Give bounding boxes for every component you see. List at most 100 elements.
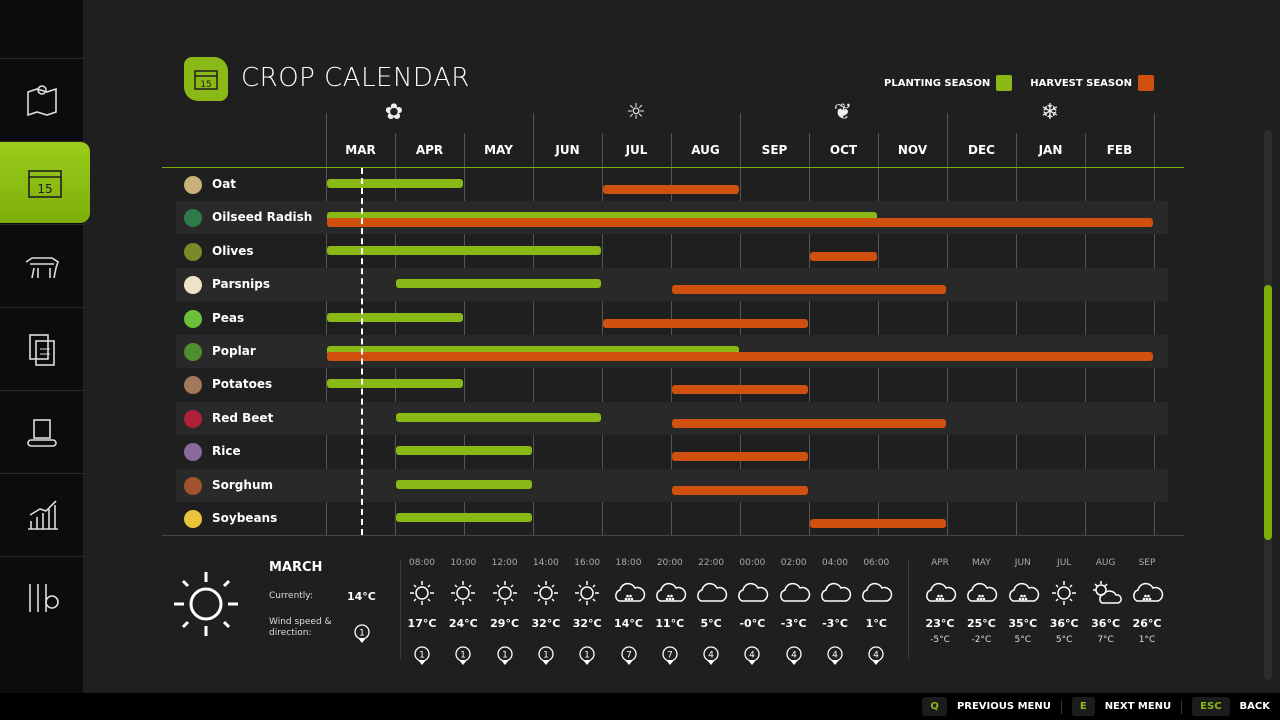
footer-button-esc[interactable]: ESC BACK xyxy=(1192,697,1270,716)
forecast-month: JUL xyxy=(1057,558,1072,568)
hour-temp: 24°C xyxy=(448,617,478,630)
hour-label: 08:00 xyxy=(409,558,435,568)
divider xyxy=(908,560,909,660)
crop-row[interactable]: Rice xyxy=(176,435,1168,468)
harvest-bar xyxy=(810,519,946,528)
sun-icon xyxy=(1046,579,1082,607)
month-header: JAN xyxy=(1038,143,1063,157)
planting-bar xyxy=(327,346,739,355)
column-divider xyxy=(602,133,603,535)
crop-icon xyxy=(184,242,202,261)
wind-direction-icon: 4 xyxy=(786,646,802,666)
planting-bar xyxy=(396,513,532,522)
hour-label: 18:00 xyxy=(615,558,642,568)
hour-temp: 5°C xyxy=(700,617,722,630)
sidebar-item-statistics[interactable] xyxy=(0,473,83,555)
month-header: OCT xyxy=(829,143,858,157)
month-header: NOV xyxy=(897,143,928,157)
cloud-icon xyxy=(858,579,894,607)
planting-swatch xyxy=(996,75,1013,91)
forecast-high: 25°C xyxy=(966,617,996,630)
forecast-high: 36°C xyxy=(1091,617,1121,630)
divider xyxy=(162,535,1184,536)
forecast-low: 5°C xyxy=(1055,635,1073,645)
wind-direction-icon: 1 xyxy=(579,646,595,666)
hail-icon xyxy=(922,579,958,607)
forecast-high: 23°C xyxy=(925,617,955,630)
sidebar-item-production[interactable] xyxy=(0,390,83,472)
svg-text:1: 1 xyxy=(419,651,425,661)
sidebar-item-calendar[interactable]: 15 xyxy=(0,141,90,223)
crop-row[interactable]: Soybeans xyxy=(176,502,1168,535)
forecast-low: -2°C xyxy=(971,635,992,645)
cloud-icon xyxy=(693,579,729,607)
svg-text:1: 1 xyxy=(359,629,365,639)
hour-temp: 17°C xyxy=(407,617,437,630)
planting-bar xyxy=(327,179,463,188)
partly-icon xyxy=(1088,579,1124,607)
footer-button-e[interactable]: E NEXT MENU xyxy=(1071,697,1171,716)
sidebar-item-animals[interactable] xyxy=(0,224,83,306)
harvest-bar xyxy=(603,318,808,328)
wind-direction-icon: 1 xyxy=(354,624,370,644)
sidebar-item-contracts[interactable] xyxy=(0,307,83,389)
current-month-marker xyxy=(361,168,363,535)
key-hint: ESC xyxy=(1192,697,1230,716)
scrollbar-thumb[interactable] xyxy=(1264,285,1272,540)
hour-label: 04:00 xyxy=(822,558,848,568)
svg-text:4: 4 xyxy=(791,651,797,661)
wind-direction-icon: 4 xyxy=(703,646,719,666)
flower-icon: ✿ xyxy=(384,100,404,125)
scrollbar[interactable] xyxy=(1264,130,1272,680)
hour-temp: 32°C xyxy=(531,617,561,630)
month-header: MAR xyxy=(345,143,376,157)
calendar-icon: 15 xyxy=(28,169,62,198)
month-header: AUG xyxy=(691,143,720,157)
header-divider xyxy=(162,167,1184,168)
crop-name: Sorghum xyxy=(212,477,273,492)
hour-temp: -3°C xyxy=(780,617,807,630)
month-header: JUL xyxy=(625,143,648,157)
current-temp: 14°C xyxy=(347,590,376,603)
column-divider xyxy=(1154,113,1155,535)
month-header: FEB xyxy=(1106,143,1133,157)
planting-bar xyxy=(396,446,532,456)
crop-icon xyxy=(184,176,202,194)
crop-row[interactable]: Oat xyxy=(176,168,1168,201)
map-icon xyxy=(26,84,57,116)
month-header: DEC xyxy=(968,143,995,157)
divider xyxy=(1060,699,1062,714)
column-divider xyxy=(464,133,465,535)
forecast-low: -5°C xyxy=(930,635,950,645)
documents-icon xyxy=(28,333,55,366)
sun-icon xyxy=(445,579,481,607)
svg-text:4: 4 xyxy=(832,651,838,661)
crop-row[interactable]: Parsnips xyxy=(176,268,1168,302)
crop-row[interactable]: Sorghum xyxy=(176,468,1168,502)
crop-name: Potatoes xyxy=(212,377,273,392)
crop-row[interactable]: Potatoes xyxy=(176,368,1168,401)
crop-row[interactable]: Red Beet xyxy=(176,401,1168,435)
planting-bar xyxy=(396,412,601,422)
crop-icon xyxy=(184,376,202,395)
crop-name: Peas xyxy=(212,310,245,325)
snowflake-icon: ❄ xyxy=(1040,100,1060,125)
forecast-high: 36°C xyxy=(1049,617,1079,630)
harvest-bar xyxy=(603,185,739,194)
footer-button-q[interactable]: Q PREVIOUS MENU xyxy=(922,697,1051,716)
sliders-gear-icon xyxy=(28,583,59,612)
crop-row[interactable]: Olives xyxy=(176,235,1168,268)
sidebar-item-settings[interactable] xyxy=(0,556,83,638)
forecast-high: 26°C xyxy=(1132,617,1162,630)
crop-row[interactable]: Peas xyxy=(176,302,1168,335)
cloud-icon xyxy=(734,579,770,607)
hour-temp: 14°C xyxy=(614,617,643,630)
harvest-bar xyxy=(672,285,946,295)
sidebar-item-map[interactable] xyxy=(0,58,83,140)
column-divider xyxy=(1016,133,1017,535)
month-header: JUN xyxy=(555,143,580,157)
svg-text:1: 1 xyxy=(460,651,466,661)
hour-temp: 29°C xyxy=(490,617,520,630)
month-header: SEP xyxy=(761,143,788,157)
forecast-month: JUN xyxy=(1014,558,1031,568)
